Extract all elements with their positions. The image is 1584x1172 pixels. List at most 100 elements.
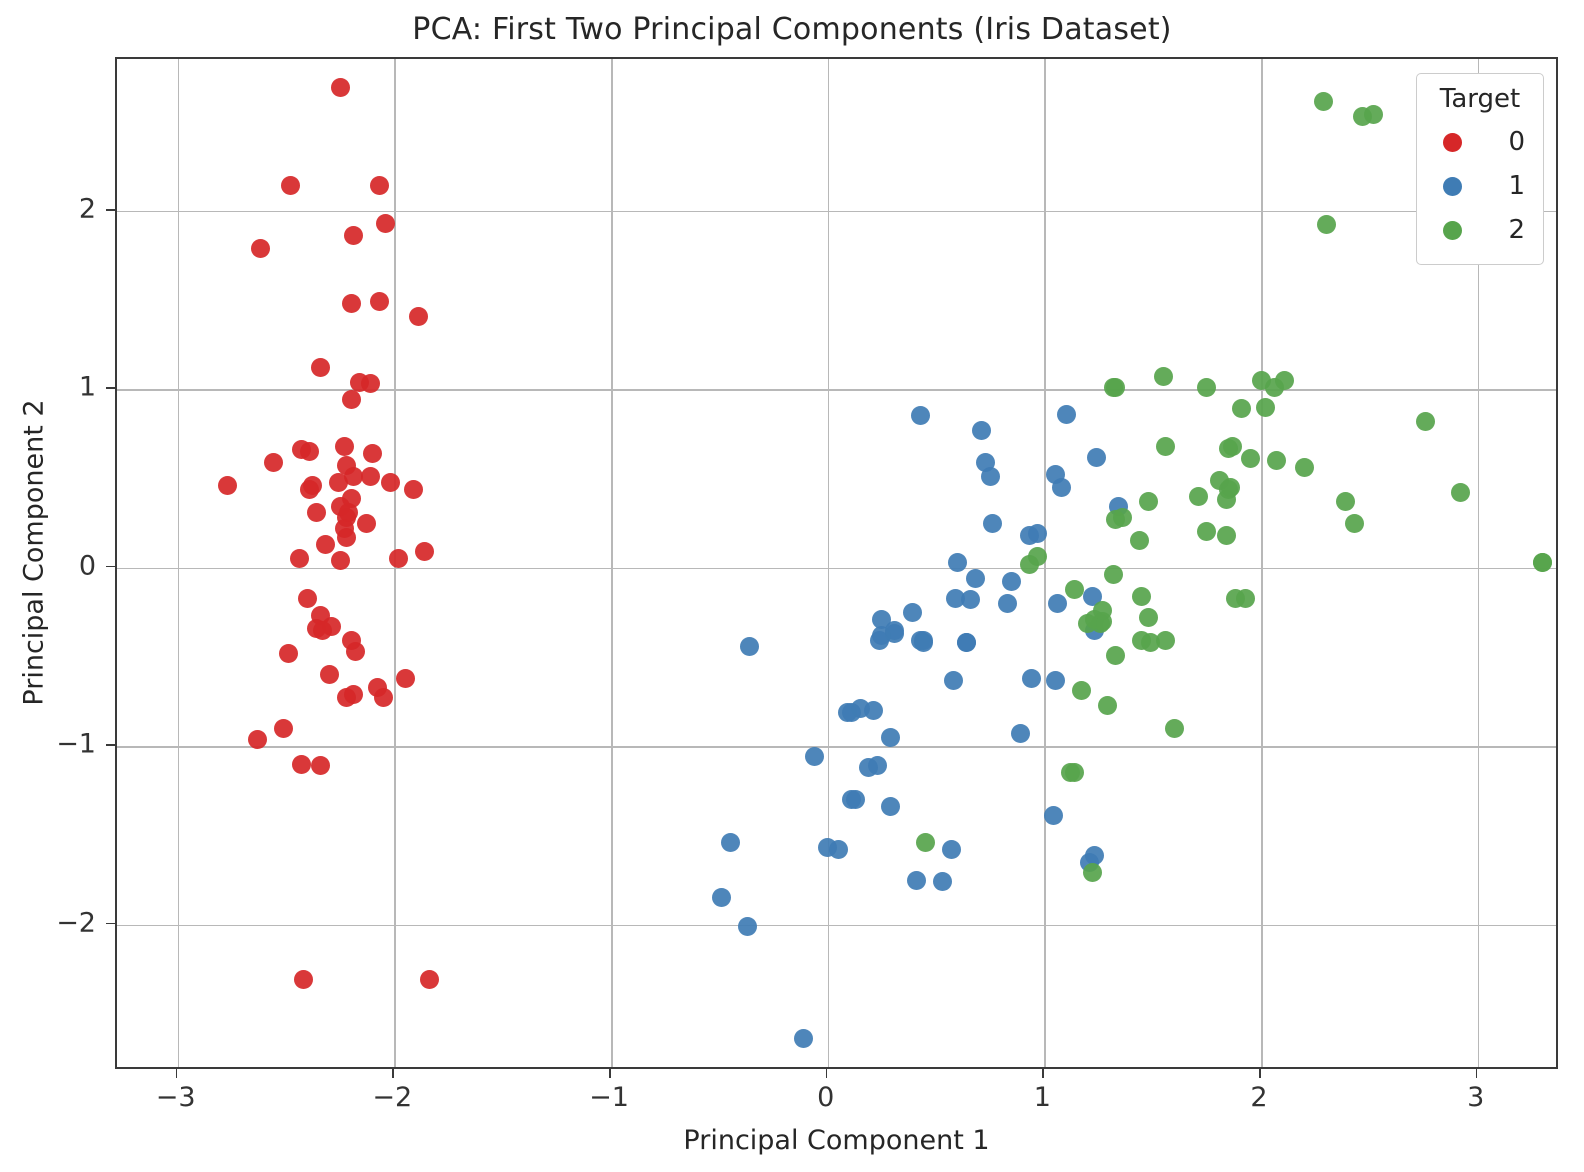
scatter-point-class-1: [720, 833, 740, 853]
scatter-point-class-1: [850, 699, 870, 719]
gridline-horizontal: [117, 210, 1556, 213]
scatter-point-class-1: [943, 670, 963, 690]
scatter-point-class-0: [335, 436, 354, 456]
x-tick-mark: [1259, 1069, 1261, 1078]
y-tick-label: 2: [78, 193, 96, 225]
scatter-point-class-1: [961, 590, 981, 610]
legend-item-1[interactable]: 1: [1427, 164, 1533, 208]
scatter-point-class-0: [218, 476, 237, 496]
scatter-point-class-1: [1047, 593, 1067, 613]
scatter-point-class-0: [337, 456, 357, 476]
scatter-point-class-0: [419, 970, 439, 990]
scatter-point-class-1: [913, 631, 933, 651]
scatter-point-class-2: [1533, 552, 1553, 572]
scatter-point-class-1: [911, 406, 931, 426]
y-tick-label: 1: [78, 371, 96, 403]
x-tick-mark: [609, 1069, 611, 1078]
legend-title: Target: [1439, 84, 1521, 114]
scatter-point-class-2: [1138, 608, 1158, 628]
scatter-point-class-0: [389, 549, 409, 569]
scatter-point-class-0: [341, 390, 361, 410]
scatter-point-class-2: [1156, 436, 1176, 456]
scatter-point-class-2: [1316, 215, 1336, 235]
x-tick-label: 1: [1033, 1082, 1051, 1113]
scatter-point-class-0: [374, 688, 393, 708]
scatter-point-class-0: [311, 756, 331, 776]
scatter-point-class-0: [280, 176, 300, 196]
gridline-horizontal: [117, 746, 1556, 748]
scatter-point-class-2: [915, 833, 935, 853]
gridline-horizontal: [117, 389, 1556, 391]
scatter-point-class-1: [965, 568, 985, 588]
scatter-point-class-2: [1197, 522, 1217, 542]
scatter-point-class-2: [1156, 631, 1176, 651]
gridline-vertical: [1044, 59, 1046, 1067]
scatter-point-class-1: [907, 870, 926, 890]
scatter-point-class-0: [343, 684, 363, 704]
scatter-point-class-0: [408, 306, 428, 326]
scatter-point-class-1: [881, 797, 900, 817]
legend-item-label: 2: [1508, 215, 1525, 245]
gridline-vertical: [177, 59, 180, 1067]
scatter-point-class-0: [306, 502, 326, 522]
scatter-point-class-1: [980, 467, 1000, 487]
scatter-point-class-2: [1112, 508, 1132, 528]
scatter-point-class-1: [712, 888, 731, 908]
legend-item-2[interactable]: 2: [1427, 208, 1533, 252]
scatter-point-class-1: [1021, 668, 1041, 688]
plot-area: [115, 57, 1558, 1069]
scatter-point-class-2: [1216, 526, 1236, 546]
y-axis-label: Principal Component 2: [18, 399, 50, 706]
scatter-point-class-0: [274, 718, 294, 738]
scatter-point-class-2: [1240, 449, 1260, 469]
scatter-point-class-1: [1082, 586, 1102, 606]
scatter-point-class-2: [1132, 631, 1152, 651]
scatter-point-class-0: [313, 620, 333, 640]
y-tick-mark: [106, 565, 115, 568]
scatter-point-class-0: [315, 534, 335, 554]
scatter-point-class-2: [1255, 397, 1275, 417]
scatter-point-class-0: [369, 292, 389, 312]
legend-item-label: 1: [1508, 171, 1525, 201]
scatter-point-class-2: [1082, 863, 1102, 883]
scatter-point-class-2: [1450, 483, 1470, 503]
x-tick-mark: [392, 1069, 395, 1078]
scatter-point-class-0: [361, 467, 380, 487]
scatter-point-class-0: [291, 754, 311, 774]
scatter-point-class-2: [1060, 763, 1080, 783]
scatter-point-class-1: [902, 602, 922, 622]
scatter-point-class-1: [842, 790, 861, 810]
scatter-point-class-2: [1093, 601, 1113, 620]
scatter-point-class-2: [1104, 565, 1124, 585]
scatter-point-class-0: [263, 452, 283, 472]
scatter-point-class-2: [1106, 645, 1126, 665]
gridline-vertical: [611, 59, 613, 1067]
scatter-point-class-1: [972, 420, 991, 440]
scatter-point-class-0: [298, 588, 318, 608]
scatter-point-class-2: [1138, 492, 1158, 512]
gridline-vertical: [827, 59, 830, 1067]
scatter-point-class-2: [1314, 92, 1334, 112]
scatter-point-class-0: [376, 213, 396, 233]
scatter-point-class-1: [1045, 465, 1065, 485]
scatter-point-class-1: [1043, 806, 1063, 826]
scatter-point-class-0: [404, 479, 424, 499]
scatter-point-class-1: [946, 588, 965, 608]
scatter-point-class-1: [941, 840, 961, 860]
scatter-point-class-0: [250, 238, 270, 258]
scatter-point-class-0: [343, 226, 363, 246]
legend-marker-icon: [1443, 220, 1462, 240]
y-tick-label: 0: [78, 550, 96, 582]
scatter-point-class-2: [1344, 513, 1364, 533]
scatter-point-class-0: [330, 551, 350, 571]
legend-item-0[interactable]: 0: [1427, 120, 1533, 164]
scatter-point-class-0: [248, 729, 268, 749]
scatter-point-class-1: [738, 916, 757, 936]
scatter-point-class-1: [881, 727, 900, 747]
scatter-point-class-2: [1232, 399, 1251, 419]
scatter-point-class-0: [289, 549, 309, 569]
scatter-point-class-2: [1065, 579, 1085, 599]
y-tick-mark: [106, 744, 115, 746]
x-tick-mark: [825, 1069, 828, 1078]
